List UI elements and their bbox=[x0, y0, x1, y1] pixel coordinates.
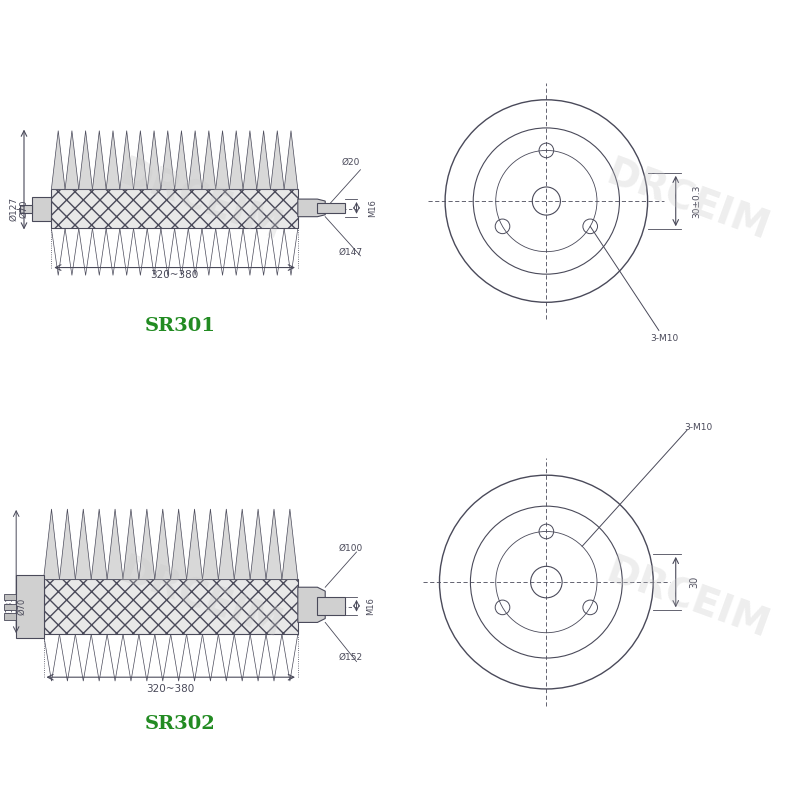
Text: Ø131: Ø131 bbox=[6, 595, 15, 618]
Polygon shape bbox=[65, 130, 78, 190]
Polygon shape bbox=[5, 604, 16, 610]
Polygon shape bbox=[202, 509, 218, 579]
Polygon shape bbox=[16, 575, 43, 638]
Text: DRCEIM: DRCEIM bbox=[114, 552, 286, 646]
Polygon shape bbox=[257, 130, 270, 190]
Polygon shape bbox=[216, 130, 230, 190]
Polygon shape bbox=[243, 130, 257, 190]
Text: M16: M16 bbox=[368, 198, 378, 217]
Polygon shape bbox=[78, 130, 93, 190]
Polygon shape bbox=[218, 509, 234, 579]
Text: DRCEIM: DRCEIM bbox=[114, 154, 286, 248]
Polygon shape bbox=[284, 130, 298, 190]
Polygon shape bbox=[75, 509, 91, 579]
Polygon shape bbox=[266, 509, 282, 579]
Polygon shape bbox=[250, 509, 266, 579]
Polygon shape bbox=[51, 130, 65, 190]
Text: Ø20: Ø20 bbox=[342, 158, 360, 166]
Polygon shape bbox=[107, 509, 123, 579]
Polygon shape bbox=[202, 130, 216, 190]
Polygon shape bbox=[282, 509, 298, 579]
Polygon shape bbox=[43, 509, 59, 579]
Polygon shape bbox=[106, 130, 120, 190]
Polygon shape bbox=[155, 509, 170, 579]
Text: 30±0.3: 30±0.3 bbox=[693, 184, 702, 218]
Polygon shape bbox=[170, 509, 186, 579]
Polygon shape bbox=[93, 130, 106, 190]
Polygon shape bbox=[188, 130, 202, 190]
Polygon shape bbox=[318, 203, 345, 213]
Text: 30: 30 bbox=[690, 576, 700, 588]
Polygon shape bbox=[270, 130, 284, 190]
Text: Ø100: Ø100 bbox=[338, 544, 362, 553]
Polygon shape bbox=[120, 130, 134, 190]
Polygon shape bbox=[186, 509, 202, 579]
Text: DRCEIM: DRCEIM bbox=[600, 154, 774, 248]
Polygon shape bbox=[298, 199, 326, 217]
Text: Ø147: Ø147 bbox=[338, 247, 362, 256]
Text: Ø152: Ø152 bbox=[338, 653, 362, 662]
Text: 320~380: 320~380 bbox=[150, 270, 198, 280]
Polygon shape bbox=[147, 130, 161, 190]
Polygon shape bbox=[43, 579, 298, 634]
Text: DRCEIM: DRCEIM bbox=[600, 552, 774, 646]
Text: 3-M10: 3-M10 bbox=[684, 423, 712, 432]
Polygon shape bbox=[230, 130, 243, 190]
Polygon shape bbox=[123, 509, 139, 579]
Polygon shape bbox=[91, 509, 107, 579]
Polygon shape bbox=[59, 509, 75, 579]
Text: SR302: SR302 bbox=[145, 715, 216, 733]
Text: M16: M16 bbox=[366, 597, 375, 614]
Polygon shape bbox=[51, 190, 298, 229]
Text: Ø127: Ø127 bbox=[10, 197, 18, 221]
Polygon shape bbox=[174, 130, 188, 190]
Polygon shape bbox=[234, 509, 250, 579]
Polygon shape bbox=[5, 594, 16, 600]
Text: 320~380: 320~380 bbox=[146, 684, 195, 694]
Text: Ø70: Ø70 bbox=[18, 598, 26, 615]
Polygon shape bbox=[161, 130, 174, 190]
Text: Ø70: Ø70 bbox=[19, 200, 29, 218]
Polygon shape bbox=[298, 587, 326, 622]
Polygon shape bbox=[20, 205, 32, 213]
Polygon shape bbox=[5, 614, 16, 620]
Polygon shape bbox=[139, 509, 155, 579]
Polygon shape bbox=[134, 130, 147, 190]
Text: 3-M10: 3-M10 bbox=[650, 334, 678, 343]
Polygon shape bbox=[318, 597, 345, 614]
Polygon shape bbox=[32, 197, 51, 221]
Text: SR301: SR301 bbox=[145, 318, 216, 335]
